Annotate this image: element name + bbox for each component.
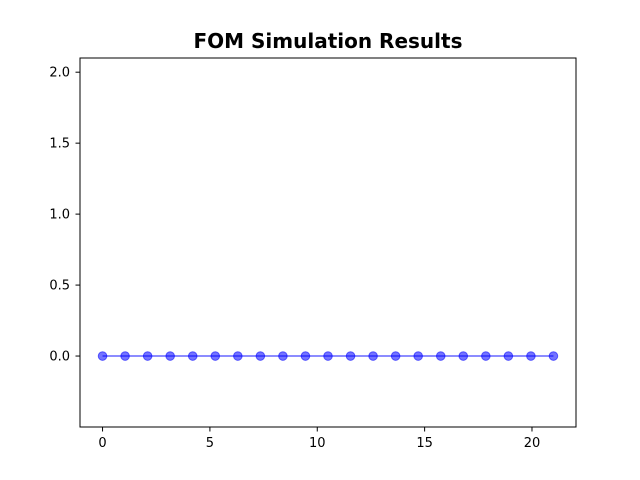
data-point xyxy=(255,351,266,361)
data-point xyxy=(458,351,469,361)
data-point xyxy=(548,351,559,361)
y-tick-label: 0.5 xyxy=(49,279,70,294)
data-point xyxy=(368,351,378,361)
x-tick-label: 0 xyxy=(98,436,106,451)
data-point xyxy=(165,351,175,361)
x-tick-label: 15 xyxy=(416,436,433,451)
data-point xyxy=(481,351,491,361)
data-point xyxy=(233,351,243,361)
y-tick-label: 0.0 xyxy=(49,350,70,365)
plot-area: 0 5 10 15 20 0.0 0.5 1.0 1.5 2.0 xyxy=(49,57,577,451)
y-tick-label: 1.5 xyxy=(49,137,70,152)
data-point xyxy=(278,351,288,361)
data-point xyxy=(323,351,333,361)
y-tick-label: 2.0 xyxy=(49,66,70,81)
data-point xyxy=(503,351,514,361)
data-point xyxy=(97,351,108,361)
data-point xyxy=(390,351,401,361)
x-tick-label: 5 xyxy=(206,436,214,451)
data-point xyxy=(435,351,446,361)
data-point xyxy=(300,351,311,361)
data-point xyxy=(142,351,153,361)
x-tick-label: 20 xyxy=(524,436,541,451)
data-point xyxy=(210,351,221,361)
axes-frame xyxy=(79,57,577,428)
data-point xyxy=(526,351,536,361)
data-point xyxy=(413,351,423,361)
data-point xyxy=(120,351,130,361)
y-tick-label: 1.0 xyxy=(49,208,70,223)
x-tick-label: 10 xyxy=(309,436,326,451)
data-point xyxy=(345,351,356,361)
chart-title: FOM Simulation Results xyxy=(193,29,462,53)
data-point xyxy=(187,351,198,361)
